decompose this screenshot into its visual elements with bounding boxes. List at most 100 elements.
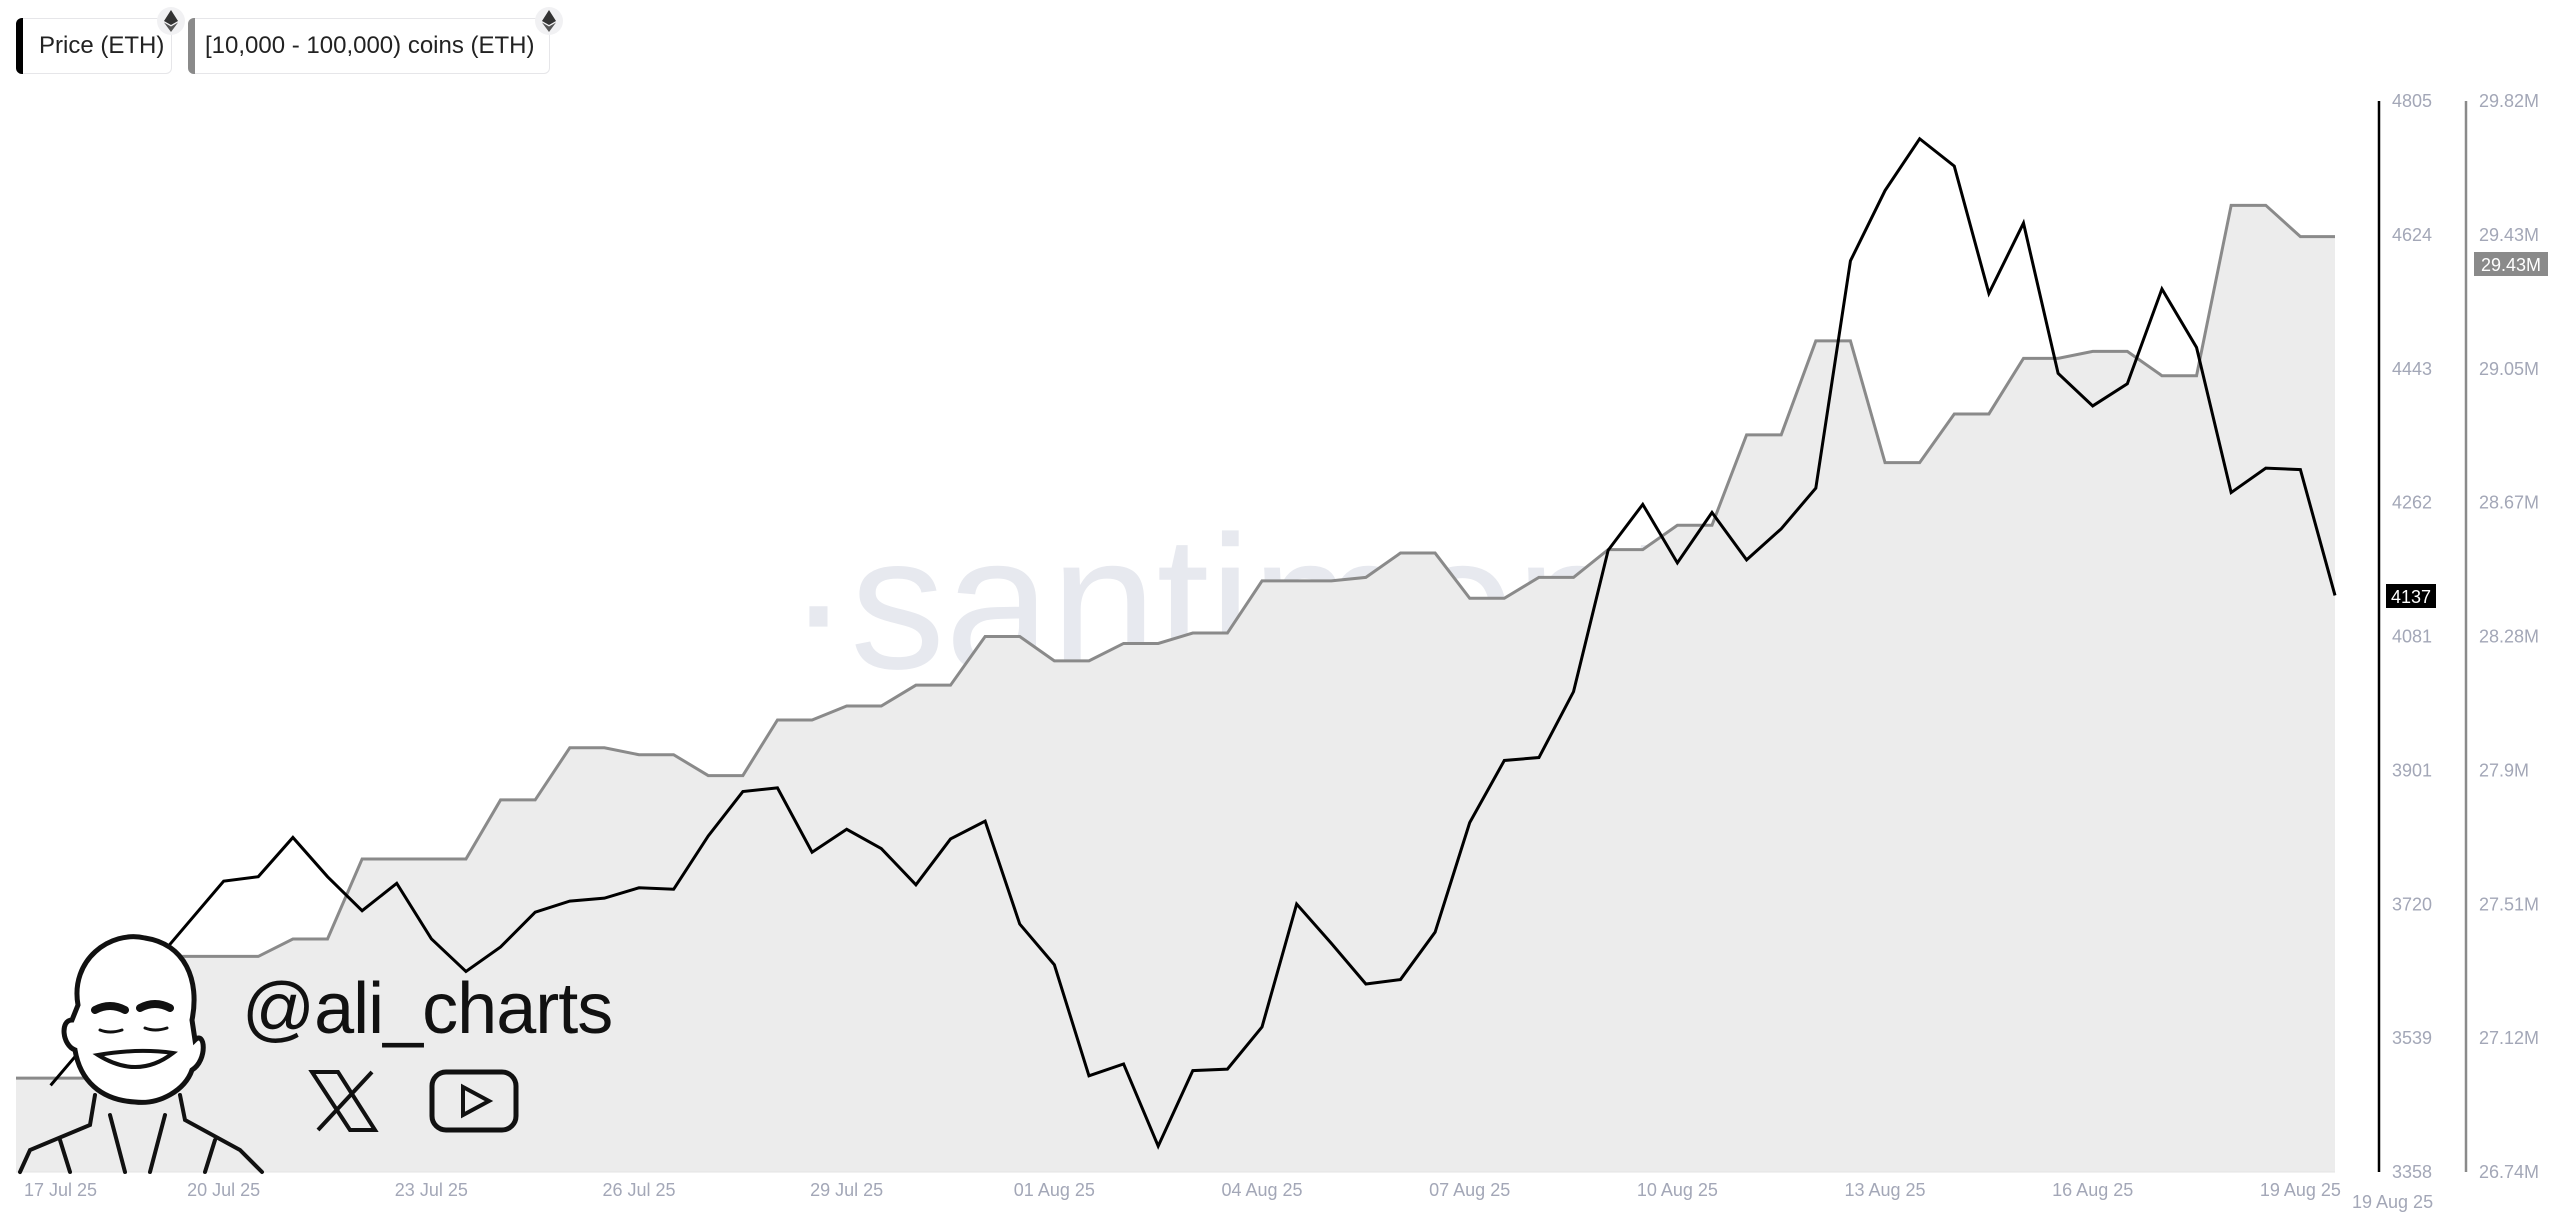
youtube-icon[interactable] <box>429 1069 519 1133</box>
price-point <box>2022 222 2025 225</box>
legend-color-bar <box>16 18 23 74</box>
holdings-point <box>326 938 329 941</box>
price-axis-tick: 3720 <box>2392 894 2432 914</box>
holdings-point <box>2264 204 2267 207</box>
price-point <box>1953 165 1956 168</box>
price-point <box>257 875 260 878</box>
x-axis-tick: 23 Jul 25 <box>395 1180 468 1200</box>
holdings-point <box>1053 659 1056 662</box>
author-handle: @ali_charts <box>242 969 613 1049</box>
price-point <box>2057 372 2060 375</box>
holdings-point <box>1710 524 1713 527</box>
holdings-point <box>1918 461 1921 464</box>
holdings-point <box>707 774 710 777</box>
price-point <box>1434 931 1437 934</box>
holdings-point <box>741 774 744 777</box>
price-point <box>1745 558 1748 561</box>
price-point <box>672 888 675 891</box>
price-point <box>1330 942 1333 945</box>
price-point <box>534 911 537 914</box>
holdings-point <box>1953 412 1956 415</box>
ethereum-icon <box>535 7 563 35</box>
price-point <box>1849 259 1852 262</box>
price-point <box>1572 690 1575 693</box>
holdings-area <box>16 205 2335 1172</box>
legend-item-price[interactable]: Price (ETH) <box>16 7 185 74</box>
holdings-point <box>1434 552 1437 555</box>
holdings-point <box>49 1077 52 1080</box>
price-point <box>776 786 779 789</box>
holdings-point <box>2334 235 2337 238</box>
holdings-point <box>1261 579 1264 582</box>
price-point <box>1261 1025 1264 1028</box>
x-axis-tick: 26 Jul 25 <box>602 1180 675 1200</box>
price-point <box>1191 1069 1194 1072</box>
price-axis-tick: 3901 <box>2392 760 2432 780</box>
price-point <box>845 828 848 831</box>
x-axis-tick: 29 Jul 25 <box>810 1180 883 1200</box>
price-point <box>2334 594 2337 597</box>
holdings-axis-tick: 27.51M <box>2479 894 2539 914</box>
price-point <box>1157 1145 1160 1148</box>
x-axis-tick: 01 Aug 25 <box>1014 1180 1095 1200</box>
holdings-point <box>1849 339 1852 342</box>
legend-label: [10,000 - 100,000) coins (ETH) <box>205 32 535 59</box>
holdings-point <box>1676 524 1679 527</box>
holdings-point <box>1987 412 1990 415</box>
holdings-point <box>672 753 675 756</box>
price-point <box>2264 467 2267 470</box>
price-point <box>361 909 364 912</box>
x-logo-icon[interactable] <box>308 1070 379 1132</box>
holdings-point <box>1122 642 1125 645</box>
price-point <box>880 847 883 850</box>
holdings-current-badge: 29.43M <box>2474 252 2548 276</box>
price-axis-tick: 4262 <box>2392 493 2432 513</box>
price-point <box>2299 468 2302 471</box>
x-axis-tick: 07 Aug 25 <box>1429 1180 1510 1200</box>
holdings-point <box>984 635 987 638</box>
holdings-point <box>811 718 814 721</box>
holdings-point <box>776 718 779 721</box>
holdings-point <box>1330 579 1333 582</box>
price-point <box>2195 346 2198 349</box>
holdings-point <box>499 798 502 801</box>
price-point <box>1814 487 1817 490</box>
holdings-point <box>395 858 398 861</box>
price-line <box>49 136 2337 1150</box>
price-point <box>430 937 433 940</box>
holdings-point <box>430 858 433 861</box>
holdings-point <box>15 1077 18 1080</box>
holdings-point <box>1399 552 1402 555</box>
price-point <box>1053 963 1056 966</box>
price-point <box>1710 511 1713 514</box>
holdings-point <box>2057 357 2060 360</box>
avatar-illustration <box>18 934 264 1174</box>
price-point <box>2126 382 2129 385</box>
price-point <box>49 1084 52 1087</box>
holdings-point <box>1537 576 1540 579</box>
price-point <box>914 883 917 886</box>
price-axis-tick: 4443 <box>2392 359 2432 379</box>
legend-item-holdings[interactable]: [10,000 - 100,000) coins (ETH) <box>188 7 563 74</box>
holdings-point <box>1503 597 1506 600</box>
holdings-point <box>1572 576 1575 579</box>
holdings-point <box>1884 461 1887 464</box>
holdings-point <box>361 858 364 861</box>
holdings-point <box>464 858 467 861</box>
price-axis-tick: 3539 <box>2392 1028 2432 1048</box>
holdings-axis-tick: 29.82M <box>2479 91 2539 111</box>
holdings-axis-tick: 27.9M <box>2479 760 2529 780</box>
price-point <box>1780 527 1783 530</box>
holdings-point <box>914 684 917 687</box>
holdings-axis-tick: 26.74M <box>2479 1162 2539 1182</box>
ethereum-icon <box>157 7 185 35</box>
price-point <box>1295 903 1298 906</box>
holdings-axis-tick: 28.67M <box>2479 493 2539 513</box>
holdings-point <box>1468 597 1471 600</box>
price-point <box>638 886 641 889</box>
price-point <box>568 900 571 903</box>
svg-text:29.43M: 29.43M <box>2481 255 2541 275</box>
holdings-point <box>2126 350 2129 353</box>
holdings-point <box>257 955 260 958</box>
